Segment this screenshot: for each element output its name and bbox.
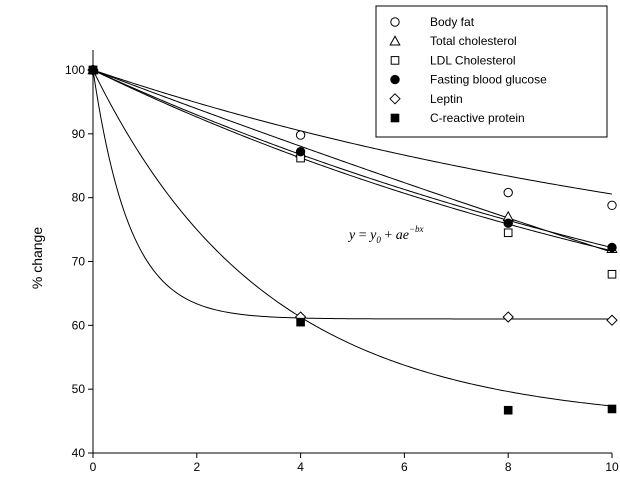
legend-marker	[390, 17, 400, 27]
data-point	[88, 65, 98, 75]
fit-equation: y = y0 + ae−bx	[347, 224, 424, 245]
y-tick-label: 90	[72, 127, 86, 141]
fit-curve	[92, 69, 613, 195]
equation-lhs: y	[347, 228, 356, 243]
x-tick-label: 0	[90, 460, 97, 474]
legend-label: LDL Cholesterol	[430, 53, 516, 67]
data-point	[295, 130, 306, 140]
legend-marker	[390, 56, 400, 65]
x-tick-label: 2	[193, 460, 200, 474]
data-point	[503, 405, 513, 415]
data-point	[502, 311, 514, 323]
x-tick-label: 10	[605, 460, 619, 474]
legend-label: Leptin	[430, 92, 463, 106]
x-tick-label: 6	[401, 460, 408, 474]
data-point	[503, 228, 513, 238]
data-point	[503, 187, 513, 198]
fit-curves	[92, 69, 613, 407]
data-point	[607, 404, 617, 414]
data-point	[503, 218, 513, 228]
fit-curve	[92, 69, 613, 252]
data-point	[607, 200, 617, 211]
data-point	[606, 314, 618, 326]
fit-curve	[92, 69, 613, 249]
fit-curve	[92, 69, 613, 253]
equation-y: y	[368, 228, 377, 243]
legend-label: C-reactive protein	[430, 111, 525, 125]
x-tick-label: 4	[297, 460, 304, 474]
data-markers	[87, 63, 618, 415]
legend-box	[375, 5, 608, 138]
data-point	[607, 269, 617, 279]
equation-plus: +	[381, 228, 396, 243]
data-point	[295, 147, 306, 157]
axes: 0 2 4 6 8 10 40 50 60 70 80 90 100	[65, 50, 619, 474]
equation-exponent: −bx	[409, 224, 424, 234]
y-tick-label: 100	[65, 63, 85, 77]
data-point	[607, 242, 617, 253]
legend-label: Body fat	[430, 15, 475, 29]
legend-marker	[389, 35, 401, 46]
legend-label: Fasting blood glucose	[430, 73, 547, 87]
data-point	[296, 317, 305, 327]
legend-marker	[390, 74, 400, 85]
y-tick-label: 60	[72, 318, 86, 332]
equation-eq: =	[355, 228, 370, 243]
y-axis-label: % change	[29, 227, 45, 289]
y-tick-label: 40	[72, 446, 86, 460]
legend: Body fat Total cholesterol LDL Cholesterol…	[375, 5, 608, 138]
equation-ae: ae	[396, 228, 409, 243]
legend-marker	[389, 93, 401, 105]
fit-curve	[92, 69, 613, 407]
y-tick-label: 50	[72, 382, 86, 396]
y-tick-label: 70	[72, 255, 86, 269]
legend-marker	[390, 113, 400, 123]
fit-curve	[92, 69, 612, 320]
x-tick-label: 8	[505, 460, 512, 474]
y-tick-label: 80	[72, 191, 86, 205]
legend-label: Total cholesterol	[430, 34, 517, 48]
equation-y-sub: 0	[376, 235, 381, 245]
